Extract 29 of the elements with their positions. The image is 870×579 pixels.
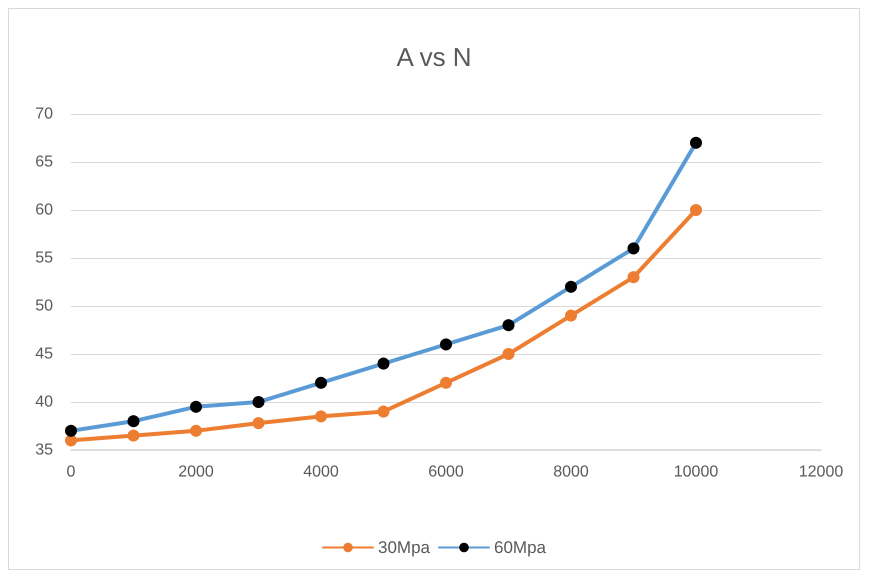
legend-label: 60Mpa	[494, 538, 547, 557]
point	[65, 434, 77, 446]
x-tick-label: 12000	[798, 464, 844, 480]
y-tick-label: 35	[35, 442, 54, 458]
point	[502, 348, 514, 360]
point	[690, 204, 702, 216]
x-tick-label: 4000	[303, 464, 339, 480]
y-tick-label: 50	[35, 298, 54, 314]
y-tick-label: 45	[35, 346, 54, 362]
x-tick-label: 10000	[674, 464, 718, 480]
point	[315, 410, 327, 422]
x-tick-label: 6000	[428, 464, 464, 480]
y-tick-label: 65	[35, 154, 54, 170]
y-tick-label: 70	[35, 106, 54, 122]
y-tick-label: 40	[35, 394, 54, 410]
legend-label: 30Mpa	[378, 538, 431, 557]
chart-title: A vs N	[396, 42, 472, 72]
point	[440, 376, 452, 389]
point	[128, 430, 140, 442]
x-tick-label: 8000	[553, 464, 589, 480]
y-tick-label: 55	[35, 250, 54, 266]
x-tick-label: 2000	[178, 464, 214, 480]
point	[190, 424, 202, 437]
point	[628, 271, 640, 284]
point	[565, 310, 577, 322]
point	[378, 406, 390, 418]
x-tick-label: 0	[66, 464, 76, 480]
y-tick-label: 60	[35, 202, 54, 218]
point	[252, 417, 264, 430]
